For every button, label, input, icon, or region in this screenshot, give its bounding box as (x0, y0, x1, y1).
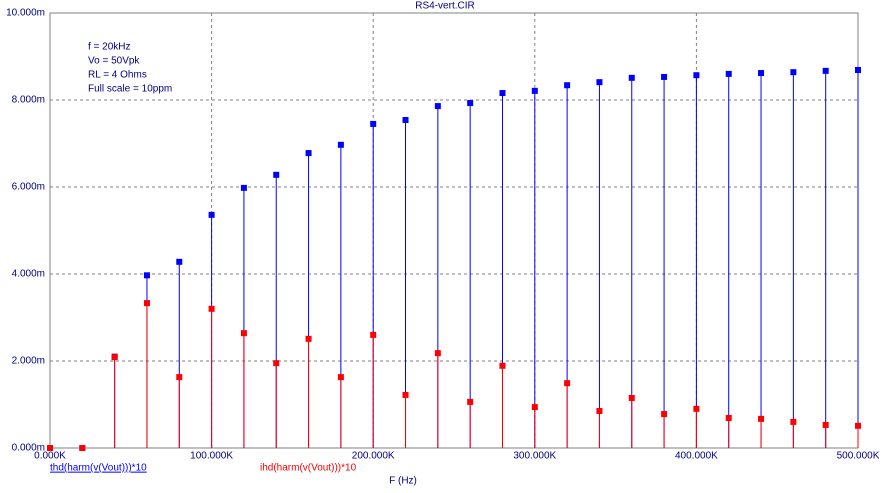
marker (467, 398, 474, 405)
x-tick-label: 400.000K (675, 451, 718, 462)
marker (855, 66, 861, 73)
marker (273, 360, 280, 367)
y-tick-label: 0.000m (12, 443, 45, 454)
marker (822, 67, 829, 74)
marker (596, 408, 603, 415)
x-tick-label: 0.000K (34, 451, 66, 462)
plot-area (49, 12, 859, 449)
marker (305, 150, 312, 157)
marker (499, 90, 506, 97)
marker (143, 272, 150, 279)
marker (693, 72, 700, 79)
marker (79, 445, 86, 451)
marker (564, 380, 571, 387)
y-tick-label: 8.000m (12, 95, 45, 106)
marker (402, 117, 409, 124)
marker (725, 70, 732, 77)
marker (531, 404, 538, 411)
annotation: f = 20kHz (88, 42, 131, 53)
marker (208, 211, 215, 218)
marker (855, 422, 861, 429)
marker (273, 171, 280, 178)
chart-title: RS4-vert.CIR (415, 1, 474, 12)
marker (143, 300, 150, 307)
marker (176, 258, 183, 265)
annotation: Full scale = 10ppm (88, 84, 172, 95)
marker (337, 374, 344, 381)
marker (758, 70, 765, 77)
marker (176, 374, 183, 381)
marker (111, 354, 118, 361)
x-axis-label: F (Hz) (389, 476, 417, 487)
marker (47, 445, 53, 451)
legend-entry: thd(harm(v(Vout)))*10 (50, 463, 147, 474)
x-tick-label: 200.000K (352, 451, 395, 462)
marker (240, 330, 247, 337)
annotation: Vo = 50Vpk (88, 56, 140, 67)
marker (822, 421, 829, 428)
y-tick-label: 6.000m (12, 182, 45, 193)
marker (434, 350, 441, 357)
y-tick-label: 4.000m (12, 269, 45, 280)
marker (337, 141, 344, 148)
marker (531, 87, 538, 94)
marker (758, 415, 765, 422)
x-tick-label: 100.000K (190, 451, 233, 462)
y-tick-label: 2.000m (12, 356, 45, 367)
marker (370, 120, 377, 127)
marker (240, 184, 247, 191)
legend-entry: ihd(harm(v(Vout)))*10 (260, 463, 357, 474)
y-tick-label: 10.000m (6, 8, 45, 19)
x-tick-label: 500.000K (837, 451, 880, 462)
annotation: RL = 4 Ohms (88, 70, 147, 81)
marker (661, 411, 668, 418)
marker (628, 394, 635, 401)
x-tick-label: 300.000K (513, 451, 556, 462)
marker (370, 331, 377, 338)
marker (305, 335, 312, 342)
marker (499, 362, 506, 369)
marker (790, 418, 797, 425)
marker (208, 305, 215, 312)
marker (434, 103, 441, 110)
marker (693, 405, 700, 412)
marker (402, 391, 409, 398)
marker (628, 74, 635, 81)
marker (725, 414, 732, 421)
marker (596, 79, 603, 86)
marker (564, 82, 571, 89)
marker (661, 73, 668, 80)
marker (467, 100, 474, 107)
marker (790, 69, 797, 76)
